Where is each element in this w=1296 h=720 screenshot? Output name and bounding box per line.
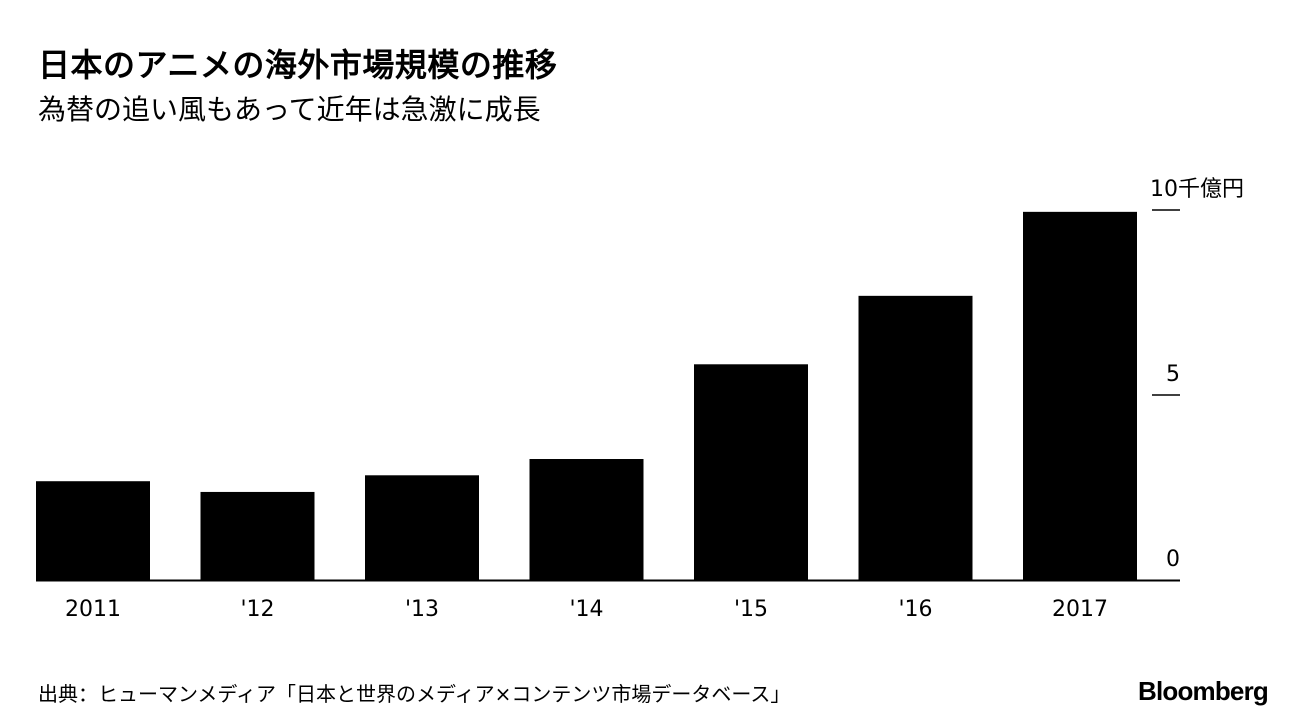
bar-15: [694, 364, 808, 580]
bar-12: [200, 491, 315, 580]
source-note: 出典：ヒューマンメディア「日本と世界のメディア×コンテンツ市場データベース」: [38, 682, 791, 706]
x-tick-label-2011: 2011: [65, 597, 121, 622]
x-tick-label-13: '13: [405, 597, 439, 622]
bar-2011: [36, 481, 150, 580]
x-tick-label-12: '12: [240, 597, 274, 622]
y-tick-label-0: 0: [1166, 547, 1180, 572]
y-tick-label-10: 10千億円: [1150, 177, 1244, 202]
bar-13: [365, 475, 479, 580]
x-tick-label-16: '16: [898, 597, 932, 622]
x-tick-label-14: '14: [569, 597, 603, 622]
y-tick-label-5: 5: [1166, 362, 1180, 387]
bloomberg-logo: Bloomberg: [1137, 676, 1269, 706]
x-tick-label-2017: 2017: [1052, 597, 1108, 622]
bar-16: [858, 295, 973, 580]
bar-14: [529, 459, 644, 580]
chart-title: 日本のアニメの海外市場規模の推移: [38, 46, 558, 84]
chart-subtitle: 為替の追い風もあって近年は急激に成長: [38, 93, 541, 126]
bar-2017: [1023, 211, 1137, 580]
x-tick-label-15: '15: [734, 597, 768, 622]
